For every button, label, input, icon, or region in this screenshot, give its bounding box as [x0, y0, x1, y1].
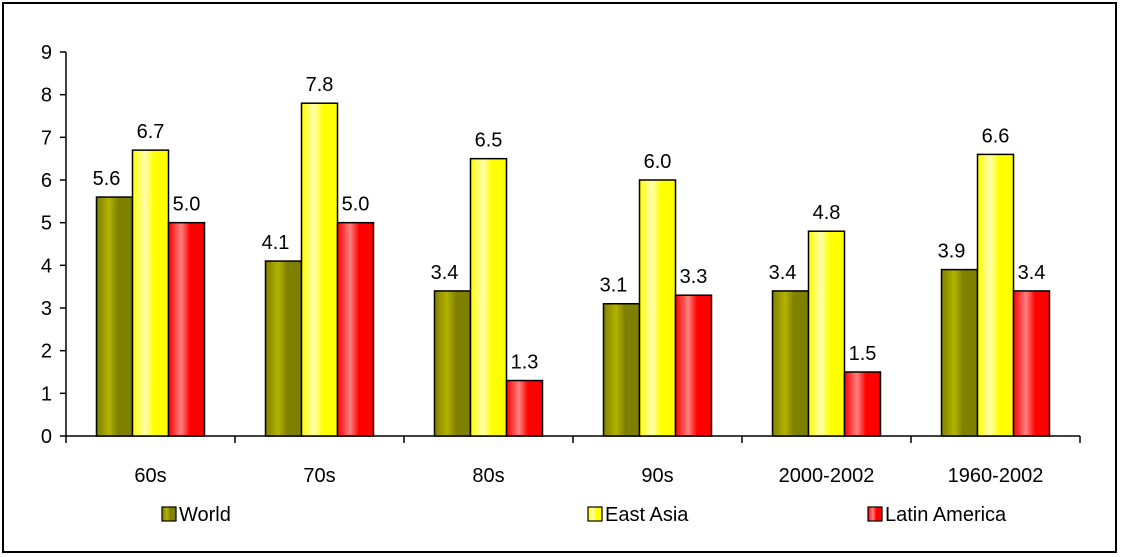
x-tick-label: 70s — [303, 465, 335, 487]
data-label: 5.6 — [93, 168, 121, 190]
axes: 0 1 2 3 4 5 6 7 8 9 60s 70s 80s 90s 2000-2002 1960-2002 — [41, 42, 1081, 487]
data-label: 3.1 — [600, 275, 628, 297]
bar-east-asia — [976, 153, 1015, 437]
bar-world — [95, 196, 134, 437]
y-tick-label: 1 — [41, 383, 52, 405]
bar-latin-america — [167, 221, 206, 437]
data-label: 3.4 — [769, 262, 797, 284]
data-label: 5.0 — [173, 194, 201, 216]
data-label: 3.4 — [1018, 262, 1046, 284]
legend-swatch-latin-america — [867, 506, 883, 522]
data-label: 6.7 — [137, 121, 165, 143]
data-label: 6.5 — [475, 130, 503, 152]
data-label: 6.6 — [982, 125, 1010, 147]
data-labels: 5.6 6.7 5.0 4.1 7.8 5.0 3.4 6.5 1.3 3.1 6.0 3.3 3.4 4… — [93, 74, 1046, 373]
bar-east-asia — [131, 149, 170, 437]
y-tick-label: 8 — [41, 85, 52, 107]
data-label: 4.8 — [813, 202, 841, 224]
bar-world — [433, 290, 472, 437]
data-label: 3.9 — [938, 241, 966, 263]
legend: World East Asia Latin America — [161, 504, 1007, 526]
y-tick-label: 9 — [41, 42, 52, 64]
legend-swatch-world — [161, 506, 177, 522]
bar-world — [602, 302, 641, 437]
y-tick-label: 4 — [41, 255, 52, 277]
data-label: 1.3 — [511, 352, 539, 374]
y-tick-label: 6 — [41, 170, 52, 192]
y-tick-label: 7 — [41, 127, 52, 149]
x-tick-label: 80s — [472, 465, 504, 487]
bar-east-asia — [638, 179, 677, 437]
bar-world — [264, 260, 303, 437]
y-tick-label: 0 — [41, 426, 52, 448]
bar-east-asia — [807, 230, 846, 437]
y-tick-label: 2 — [41, 341, 52, 363]
legend-label: East Asia — [605, 504, 689, 526]
y-tick-label: 3 — [41, 298, 52, 320]
x-tick-label: 90s — [641, 465, 673, 487]
data-label: 4.1 — [262, 232, 290, 254]
data-label: 6.0 — [644, 151, 672, 173]
legend-label: Latin America — [885, 504, 1007, 526]
data-label: 3.3 — [680, 266, 708, 288]
bar-world — [940, 268, 979, 437]
bar-latin-america — [1012, 290, 1051, 437]
x-tick-label: 60s — [134, 465, 166, 487]
y-tick-label: 5 — [41, 213, 52, 235]
x-tick-label: 2000-2002 — [779, 465, 875, 487]
bar-latin-america — [674, 294, 713, 437]
bar-world — [771, 290, 810, 437]
data-label: 1.5 — [849, 343, 877, 365]
bar-east-asia — [300, 102, 339, 437]
x-tick-label: 1960-2002 — [948, 465, 1044, 487]
bar-latin-america — [505, 379, 544, 437]
legend-swatch-east-asia — [587, 506, 603, 522]
bar-latin-america — [336, 221, 375, 437]
bars — [95, 102, 1051, 437]
legend-label: World — [179, 504, 231, 526]
data-label: 5.0 — [342, 194, 370, 216]
data-label: 7.8 — [306, 74, 334, 96]
data-label: 3.4 — [431, 262, 459, 284]
bar-east-asia — [469, 157, 508, 437]
bar-latin-america — [843, 371, 882, 437]
